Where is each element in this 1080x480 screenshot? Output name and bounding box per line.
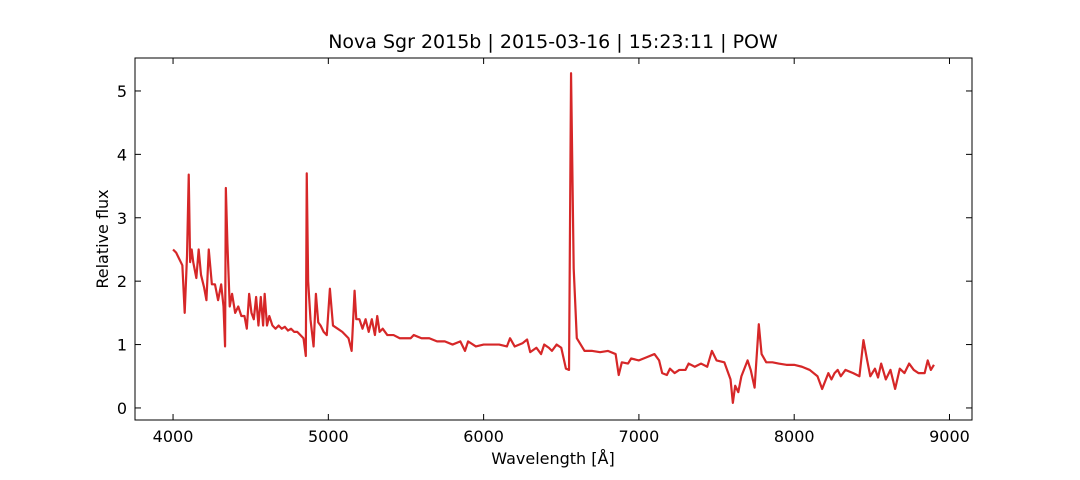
x-tick-label: 4000 [153, 427, 194, 446]
spectrum-line [172, 72, 935, 404]
x-tick-label: 6000 [463, 427, 504, 446]
x-tick-label: 5000 [308, 427, 349, 446]
y-tick-label: 2 [117, 272, 127, 291]
chart-title: Nova Sgr 2015b | 2015-03-16 | 15:23:11 |… [328, 31, 778, 53]
y-tick-label: 3 [117, 209, 127, 228]
x-axis-label: Wavelength [Å] [491, 449, 614, 468]
plot-frame [134, 57, 973, 421]
x-tick-label: 8000 [774, 427, 815, 446]
y-axis-label: Relative flux [93, 189, 112, 288]
x-tick-label: 9000 [929, 427, 970, 446]
y-tick-label: 1 [117, 336, 127, 355]
y-tick-label: 0 [117, 399, 127, 418]
x-tick-label: 7000 [619, 427, 660, 446]
y-tick-label: 5 [117, 82, 127, 101]
y-tick-label: 4 [117, 145, 127, 164]
